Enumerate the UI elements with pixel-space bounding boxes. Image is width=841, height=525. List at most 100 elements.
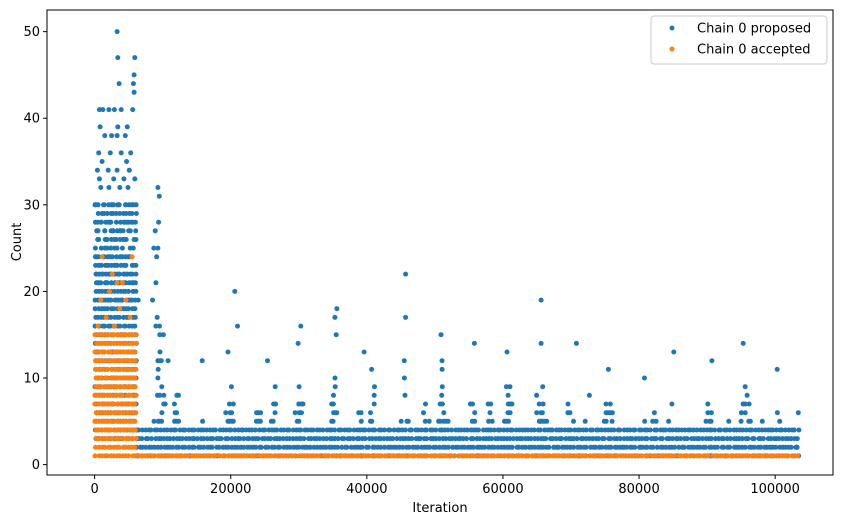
proposed-point: [273, 401, 279, 407]
proposed-point: [773, 427, 779, 433]
proposed-point: [118, 150, 124, 156]
proposed-point: [126, 167, 132, 173]
proposed-point: [678, 436, 684, 442]
accepted-point: [96, 340, 101, 346]
proposed-point: [347, 427, 353, 433]
proposed-point: [617, 436, 623, 442]
proposed-point: [296, 418, 302, 424]
proposed-point: [223, 410, 229, 416]
proposed-point: [768, 436, 774, 442]
proposed-point: [439, 384, 445, 390]
proposed-point: [767, 444, 773, 450]
accepted-point: [116, 444, 122, 450]
proposed-point: [605, 366, 611, 372]
proposed-point: [540, 384, 546, 390]
accepted-point: [402, 453, 408, 459]
proposed-point: [271, 444, 277, 450]
proposed-point: [409, 436, 415, 442]
accepted-point: [92, 366, 98, 372]
proposed-point: [538, 340, 544, 346]
proposed-point: [270, 418, 276, 424]
proposed-point: [593, 444, 599, 450]
accepted-point: [103, 314, 109, 320]
accepted-point: [658, 453, 664, 459]
proposed-point: [158, 427, 164, 433]
proposed-point: [486, 418, 492, 424]
proposed-point: [111, 107, 117, 113]
accepted-point: [132, 427, 138, 433]
proposed-point: [225, 436, 231, 442]
proposed-point: [159, 418, 165, 424]
proposed-point: [295, 340, 301, 346]
proposed-point: [104, 245, 110, 251]
proposed-point: [391, 427, 397, 433]
proposed-point: [143, 444, 149, 450]
accepted-point: [132, 358, 138, 364]
proposed-point: [381, 436, 387, 442]
proposed-point: [601, 436, 607, 442]
proposed-point: [745, 436, 751, 442]
proposed-point: [332, 427, 338, 433]
proposed-point: [105, 262, 111, 268]
accepted-point: [384, 453, 390, 459]
accepted-point: [111, 358, 117, 364]
proposed-point: [372, 427, 378, 433]
accepted-point: [133, 410, 139, 416]
proposed-point: [744, 392, 750, 398]
proposed-point: [108, 280, 114, 286]
proposed-point: [256, 427, 262, 433]
proposed-point: [182, 427, 188, 433]
accepted-point: [99, 427, 105, 433]
accepted-point: [672, 453, 677, 459]
proposed-point: [307, 444, 313, 450]
proposed-point: [105, 167, 111, 173]
proposed-point: [235, 323, 240, 329]
proposed-point: [194, 436, 200, 442]
proposed-point: [516, 444, 522, 450]
proposed-point: [582, 418, 588, 424]
proposed-point: [697, 444, 703, 450]
proposed-point: [726, 418, 732, 424]
proposed-point: [501, 427, 507, 433]
x-tick-label: 0: [90, 482, 98, 497]
proposed-point: [102, 323, 108, 329]
proposed-point: [439, 392, 445, 398]
proposed-point: [186, 444, 192, 450]
accepted-point: [107, 418, 113, 424]
legend-box: [650, 15, 828, 65]
proposed-point: [779, 427, 785, 433]
proposed-point: [332, 384, 338, 390]
accepted-point: [105, 332, 111, 338]
proposed-point: [491, 427, 497, 433]
accepted-point: [146, 453, 151, 459]
proposed-point: [421, 410, 426, 416]
proposed-point: [774, 410, 780, 416]
proposed-point: [122, 133, 128, 139]
proposed-point: [292, 410, 298, 416]
proposed-point: [167, 436, 173, 442]
proposed-point: [783, 427, 788, 433]
proposed-point: [155, 375, 161, 381]
proposed-point: [642, 375, 647, 381]
proposed-point: [390, 436, 396, 442]
accepted-point: [510, 453, 515, 459]
proposed-point: [176, 444, 182, 450]
proposed-point: [445, 444, 451, 450]
proposed-point: [129, 280, 135, 286]
proposed-point: [296, 384, 302, 390]
y-tick-label: 10: [23, 372, 40, 387]
proposed-point: [671, 349, 677, 355]
proposed-point: [114, 262, 120, 268]
accepted-point: [479, 453, 485, 459]
proposed-point: [287, 436, 293, 442]
proposed-point: [113, 219, 119, 225]
proposed-point: [100, 271, 106, 277]
proposed-point: [477, 436, 483, 442]
proposed-point: [110, 228, 116, 234]
proposed-point: [742, 410, 748, 416]
proposed-point: [324, 436, 329, 442]
accepted-point: [99, 410, 104, 416]
proposed-point: [272, 384, 278, 390]
accepted-point: [583, 453, 589, 459]
proposed-point: [232, 427, 238, 433]
